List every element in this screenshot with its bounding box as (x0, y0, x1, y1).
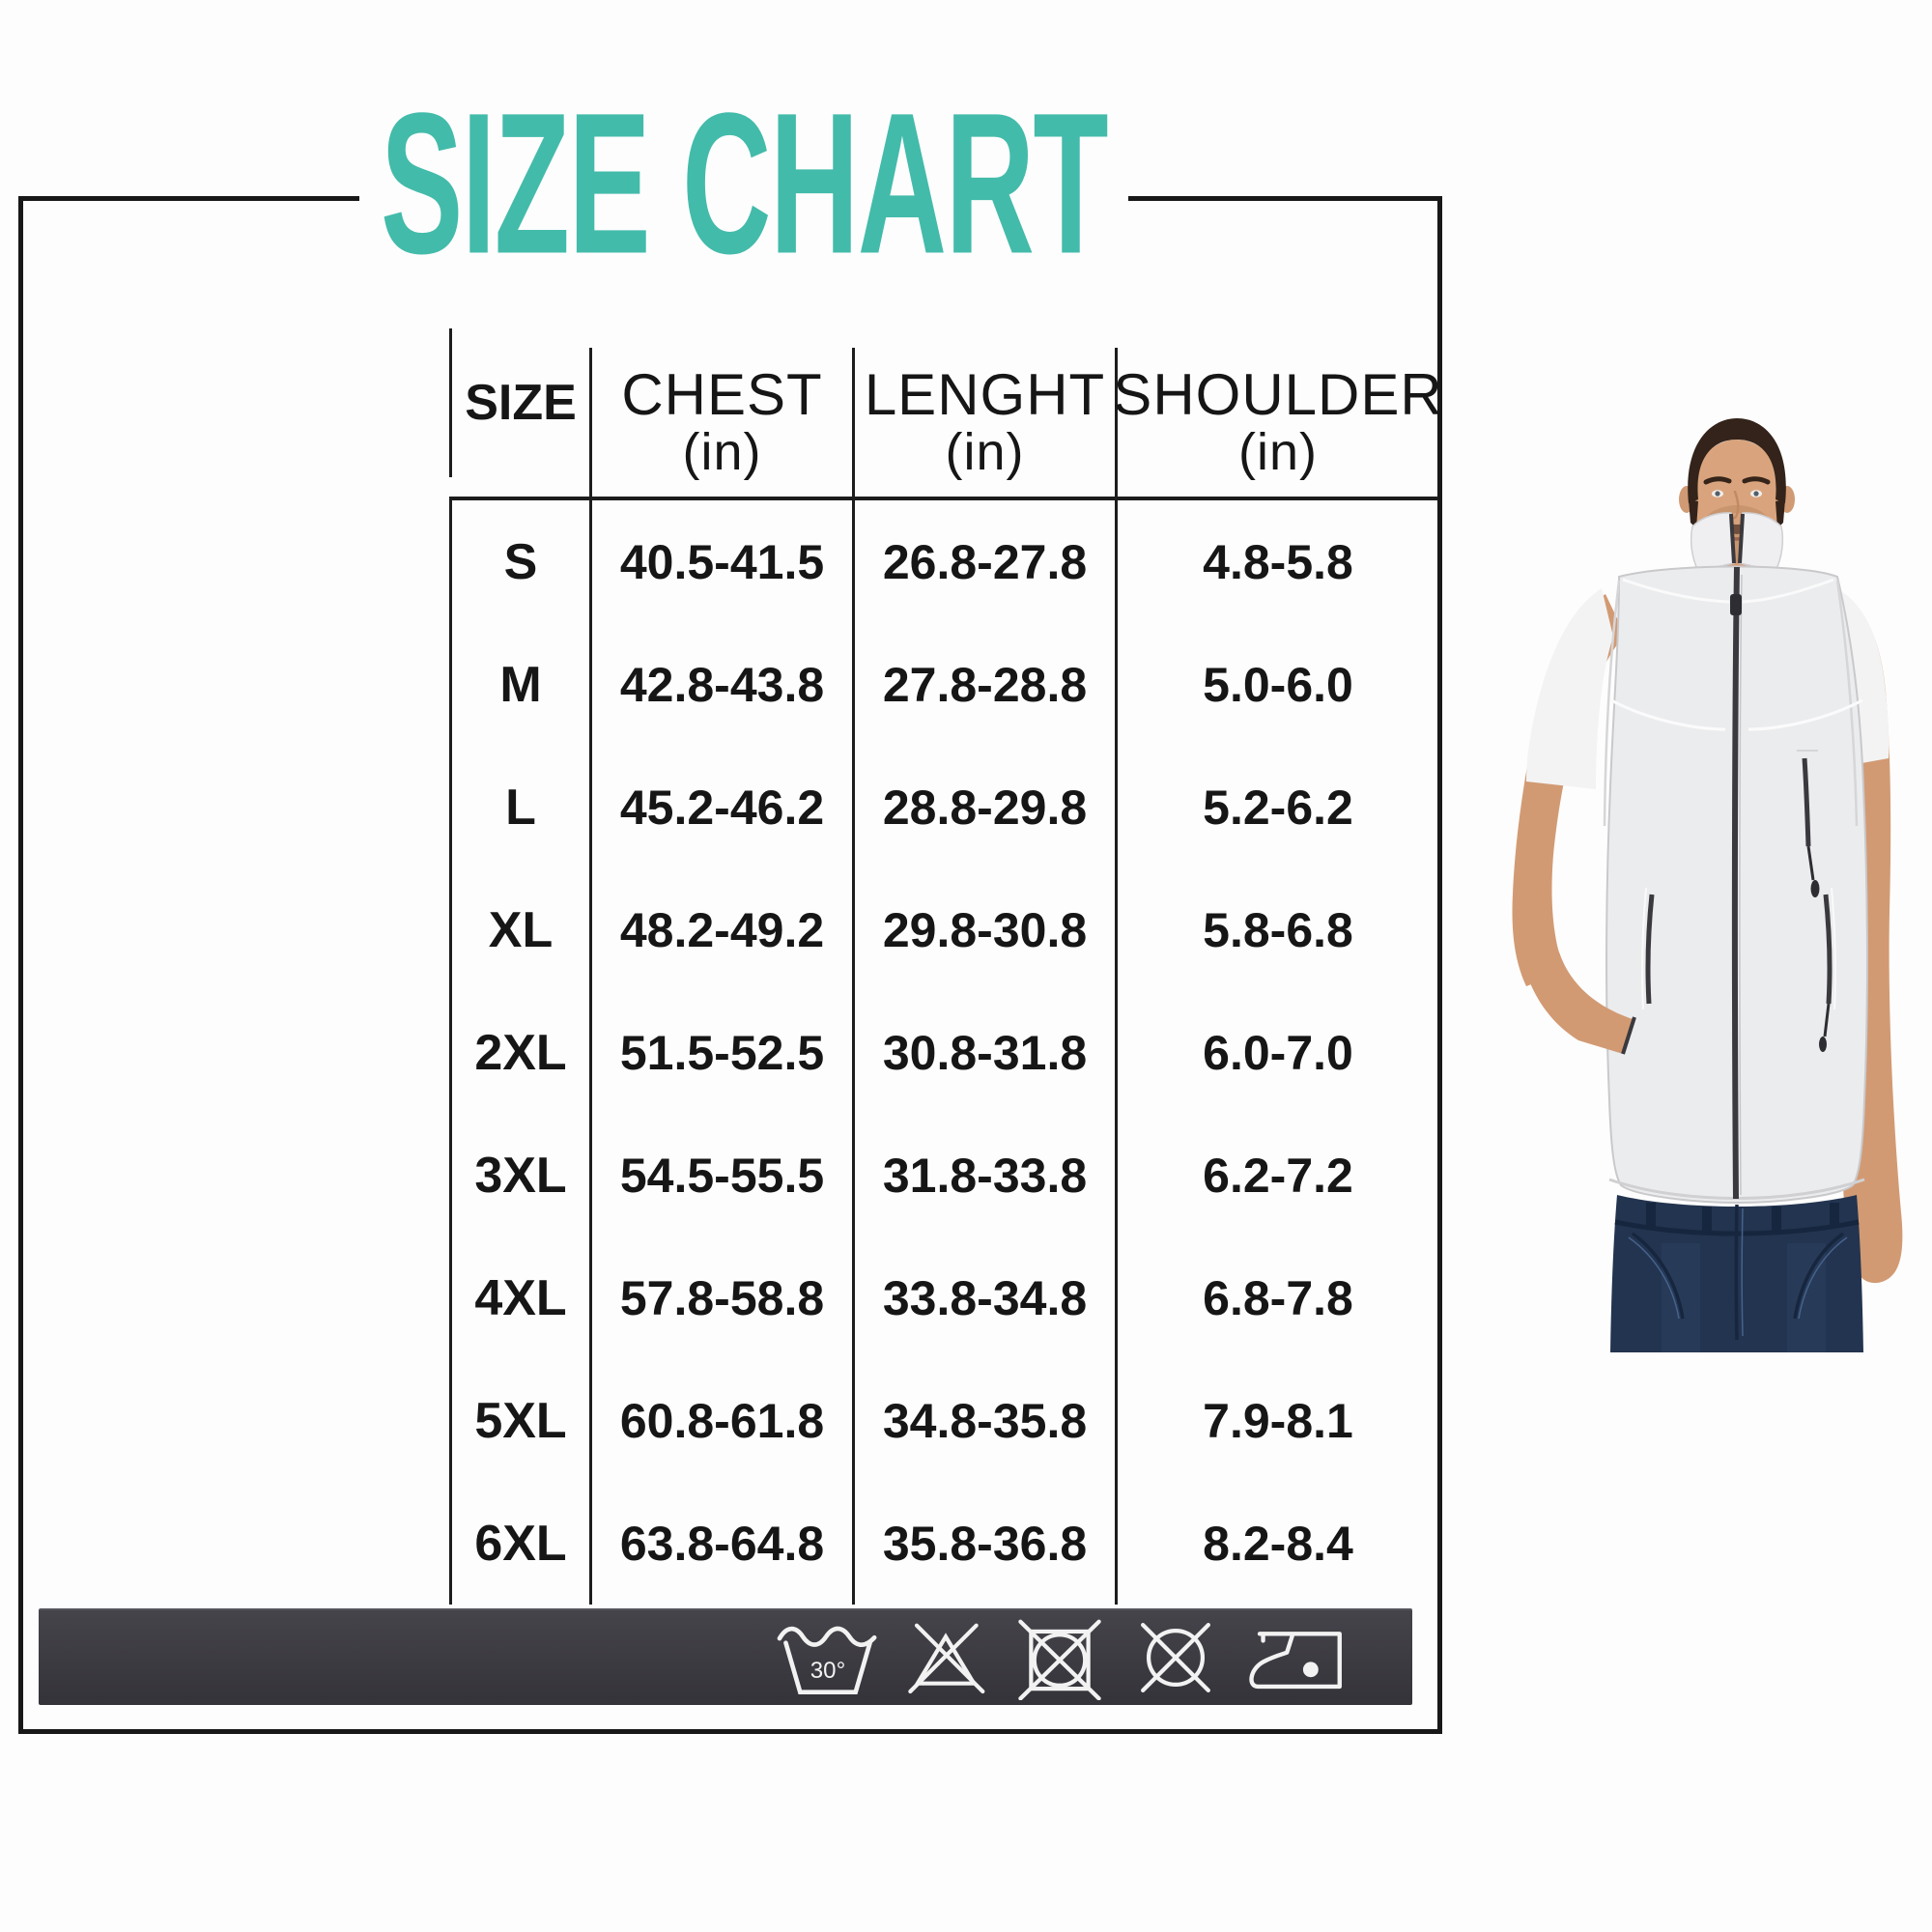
fly-stitch (1741, 1208, 1744, 1337)
belt-loop (1830, 1203, 1839, 1228)
jeans-fly (1734, 1204, 1739, 1341)
model-forearm (1516, 897, 1633, 1054)
chest-seam (1610, 698, 1863, 731)
zipper-pull (1730, 594, 1742, 615)
model-hair (1688, 418, 1786, 503)
collar-zipper-tape (1729, 513, 1745, 564)
care-bar: 30° (39, 1608, 1412, 1705)
pocket-piping (1831, 887, 1836, 1010)
table-row: 4XL 57.8-58.8 33.8-34.8 6.8-7.8 (449, 1236, 1438, 1359)
iris (1715, 491, 1720, 497)
zipper-highlight (1739, 574, 1743, 1196)
left-pocket-zip (1645, 894, 1655, 1005)
sideburn (1689, 499, 1698, 528)
header-chest: CHEST (in) (589, 348, 852, 497)
table-header-row: SIZE CHEST (in) LENGHT (in) SHOULDER (in… (449, 328, 1442, 500)
belt-loop (1646, 1203, 1656, 1228)
header-shoulder: SHOULDER (in) (1113, 348, 1442, 497)
belt-loop (1772, 1207, 1781, 1232)
vest-collar (1690, 512, 1735, 572)
title-band: SIZE CHART (359, 80, 1128, 287)
armhole-seam (1835, 580, 1859, 827)
header-length: LENGHT (in) (852, 348, 1115, 497)
model-photo (1512, 418, 1903, 1352)
pocket-stitch (1628, 1236, 1680, 1320)
pocket-stitch (1798, 1236, 1848, 1320)
zip-cord (1806, 845, 1815, 881)
jeans-highlight (1662, 1243, 1700, 1352)
table-row: S 40.5-41.5 26.8-27.8 4.8-5.8 (449, 500, 1438, 623)
do-not-tumble-dry-icon (1018, 1619, 1101, 1700)
zip-cord (1823, 1003, 1831, 1037)
shoulder-piping (1622, 578, 1834, 604)
vest-zipper (1731, 566, 1740, 1200)
table-row: 5XL 60.8-61.8 34.8-35.8 7.9-8.1 (449, 1359, 1438, 1482)
svg-text:30°: 30° (810, 1658, 845, 1684)
table-row: 3XL 54.5-55.5 31.8-33.8 6.2-7.2 (449, 1114, 1438, 1236)
belt-loop (1702, 1207, 1712, 1232)
zip-toggle (1819, 1037, 1827, 1052)
model-left-sleeve (1526, 588, 1613, 789)
table-row: M 42.8-43.8 27.8-28.8 5.0-6.0 (449, 623, 1438, 746)
pocket-piping (1641, 887, 1647, 1010)
header-size: SIZE (449, 328, 589, 477)
table-row: 6XL 63.8-64.8 35.8-36.8 8.2-8.4 (449, 1482, 1438, 1605)
jeans-pocket (1631, 1232, 1685, 1320)
zip-toggle (1810, 880, 1820, 897)
chest-pocket-zip (1802, 757, 1811, 847)
table-row: L 45.2-46.2 28.8-29.8 5.2-6.2 (449, 746, 1438, 868)
size-table: SIZE CHEST (in) LENGHT (in) SHOULDER (in… (449, 328, 1442, 1605)
table-row: XL 48.2-49.2 29.8-30.8 5.8-6.8 (449, 868, 1438, 991)
table-row: 2XL 51.5-52.5 30.8-31.8 6.0-7.0 (449, 991, 1438, 1114)
iron-low-icon (1249, 1632, 1342, 1690)
eyebrow (1703, 476, 1732, 485)
right-pocket-zip (1823, 894, 1833, 1005)
wash-30-icon: 30° (777, 1626, 877, 1694)
iris (1753, 491, 1759, 497)
armhole-seam (1603, 580, 1621, 827)
pocket-opening (1621, 1016, 1636, 1055)
vest-collar (1739, 512, 1784, 572)
do-not-dry-clean-icon (1141, 1623, 1210, 1692)
page-title: SIZE CHART (381, 71, 1109, 296)
eyebrow (1742, 476, 1771, 485)
jeans-highlight (1787, 1243, 1826, 1352)
model-left-arm (1512, 594, 1625, 986)
sideburn (1776, 499, 1785, 528)
jeans-pocket (1793, 1232, 1845, 1320)
do-not-bleach-icon (908, 1623, 985, 1694)
